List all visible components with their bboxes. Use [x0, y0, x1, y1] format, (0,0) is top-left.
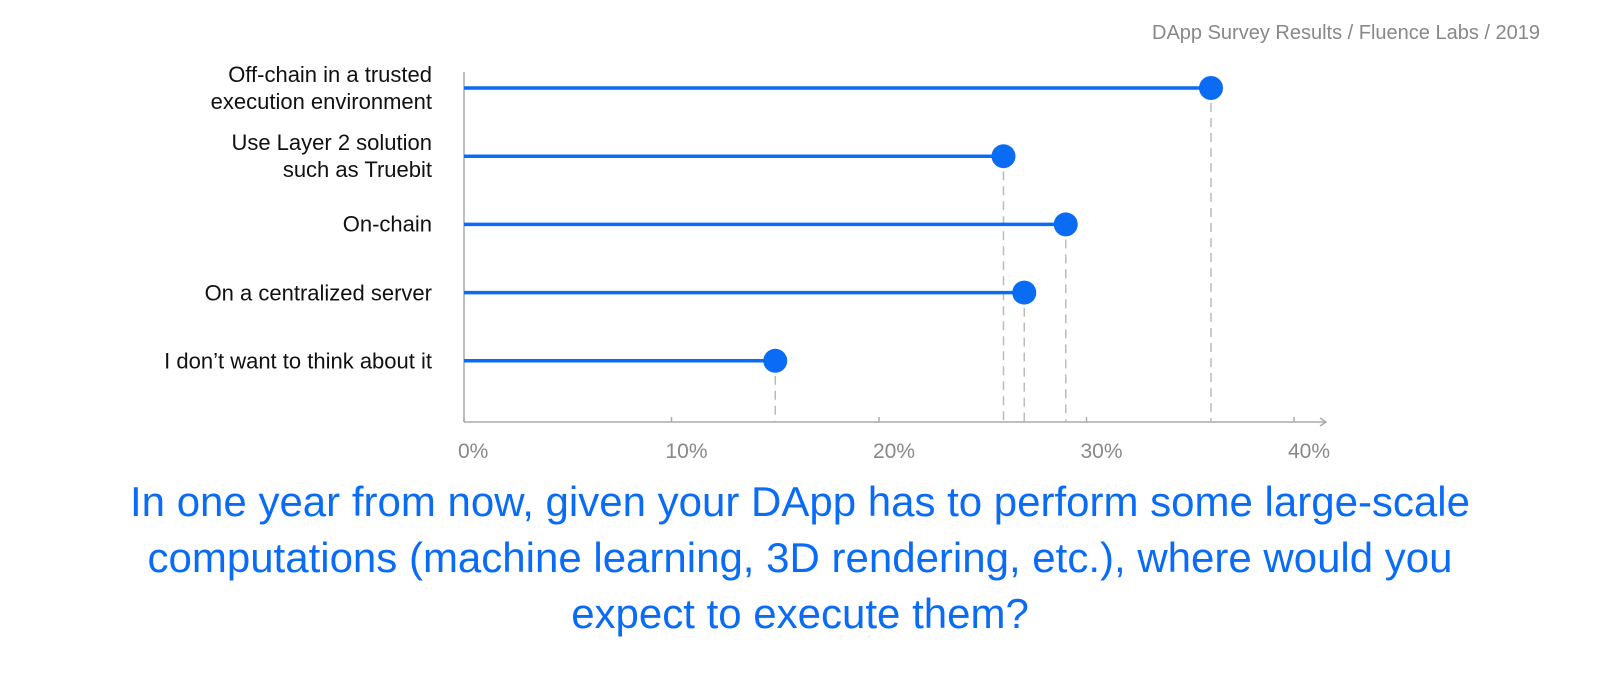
chart-title: In one year from now, given your DApp ha…	[130, 478, 1470, 637]
x-tick-label: 10%	[666, 440, 708, 463]
axis-arrow	[1319, 417, 1328, 427]
category-label: Off-chain in a trusted execution environ…	[210, 62, 432, 114]
dot	[1199, 76, 1223, 100]
category-label: On a centralized server	[204, 280, 432, 306]
dot	[1053, 212, 1078, 237]
dot	[991, 144, 1016, 169]
dot	[763, 348, 788, 373]
x-tick-label: 20%	[873, 440, 915, 463]
dot	[1012, 280, 1037, 305]
x-tick-label: 0%	[458, 440, 488, 463]
category-label: I don’t want to think about it	[164, 348, 432, 374]
category-label: On-chain	[342, 211, 432, 237]
source: DApp Survey Results / Fluence Labs / 201…	[1152, 22, 1540, 44]
x-tick-label: 40%	[1288, 440, 1330, 463]
category-label: Use Layer 2 solution such as Truebit	[231, 130, 432, 183]
x-tick-label: 30%	[1081, 440, 1123, 463]
